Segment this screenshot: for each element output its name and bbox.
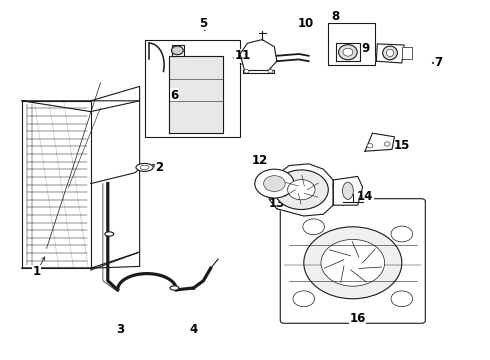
Circle shape — [288, 180, 315, 200]
Polygon shape — [402, 47, 412, 59]
Text: 2: 2 — [155, 161, 163, 174]
Polygon shape — [365, 133, 394, 151]
FancyBboxPatch shape — [280, 199, 425, 323]
Bar — [145, 40, 240, 137]
Polygon shape — [172, 45, 184, 56]
Text: 5: 5 — [199, 17, 207, 30]
Text: 1: 1 — [33, 265, 41, 278]
Text: 9: 9 — [361, 42, 369, 55]
Circle shape — [255, 169, 294, 198]
Ellipse shape — [387, 49, 394, 57]
Text: 3: 3 — [116, 323, 124, 336]
Polygon shape — [333, 176, 363, 205]
Polygon shape — [169, 56, 223, 133]
Polygon shape — [240, 40, 277, 72]
Ellipse shape — [339, 45, 357, 60]
Text: 8: 8 — [332, 10, 340, 23]
Polygon shape — [267, 164, 333, 216]
Polygon shape — [91, 101, 140, 270]
Ellipse shape — [140, 165, 149, 170]
Ellipse shape — [343, 48, 353, 56]
Text: 13: 13 — [269, 197, 285, 210]
Circle shape — [293, 291, 315, 307]
Ellipse shape — [105, 232, 114, 236]
Text: 4: 4 — [190, 323, 197, 336]
Circle shape — [274, 170, 328, 210]
Text: 10: 10 — [298, 17, 315, 30]
Circle shape — [391, 226, 413, 242]
Ellipse shape — [170, 286, 179, 290]
Polygon shape — [376, 44, 404, 63]
Text: 6: 6 — [170, 89, 178, 102]
Text: 14: 14 — [357, 190, 373, 203]
Polygon shape — [243, 70, 274, 73]
Circle shape — [367, 144, 373, 148]
Circle shape — [384, 142, 390, 146]
Circle shape — [268, 69, 273, 73]
Polygon shape — [22, 252, 140, 268]
Polygon shape — [336, 43, 360, 61]
Circle shape — [303, 219, 324, 235]
Text: 15: 15 — [393, 139, 410, 152]
Circle shape — [244, 69, 249, 73]
Polygon shape — [22, 101, 91, 268]
Ellipse shape — [136, 163, 153, 171]
Circle shape — [321, 239, 385, 286]
Circle shape — [391, 291, 413, 307]
Bar — [328, 23, 375, 65]
Text: 7: 7 — [435, 57, 442, 69]
Text: 11: 11 — [234, 49, 251, 62]
Text: 16: 16 — [349, 312, 366, 325]
Circle shape — [264, 176, 285, 192]
Circle shape — [304, 227, 402, 299]
Ellipse shape — [383, 46, 397, 60]
Ellipse shape — [343, 182, 353, 199]
Text: 12: 12 — [251, 154, 268, 167]
Circle shape — [172, 46, 183, 55]
